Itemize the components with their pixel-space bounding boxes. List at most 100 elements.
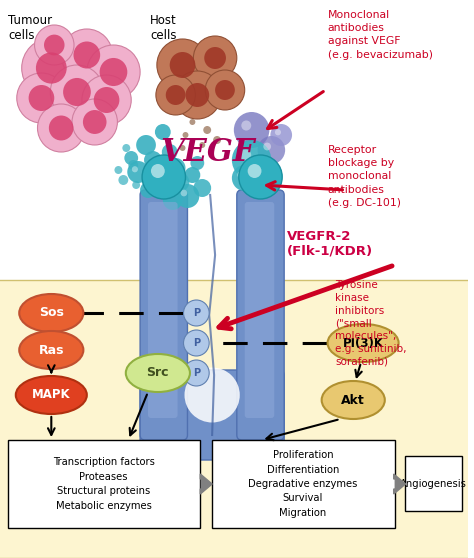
Circle shape <box>170 52 195 78</box>
Circle shape <box>162 144 178 160</box>
Circle shape <box>183 360 209 386</box>
Text: Tumour
cells: Tumour cells <box>8 14 52 42</box>
Polygon shape <box>201 474 212 494</box>
Circle shape <box>240 150 251 161</box>
Circle shape <box>232 165 257 191</box>
Circle shape <box>237 171 245 179</box>
Circle shape <box>181 190 187 196</box>
Circle shape <box>163 190 182 210</box>
Circle shape <box>49 116 73 141</box>
Text: Angiogenesis: Angiogenesis <box>400 479 466 489</box>
Circle shape <box>128 161 149 183</box>
Circle shape <box>204 47 226 69</box>
Circle shape <box>166 85 185 105</box>
Circle shape <box>132 166 138 172</box>
Circle shape <box>155 175 177 197</box>
Circle shape <box>166 158 185 178</box>
Circle shape <box>63 78 91 106</box>
Circle shape <box>257 166 266 175</box>
Circle shape <box>151 165 169 183</box>
Circle shape <box>270 124 292 146</box>
Circle shape <box>61 29 112 81</box>
Circle shape <box>118 175 128 185</box>
Circle shape <box>28 85 54 111</box>
Circle shape <box>176 184 199 208</box>
FancyBboxPatch shape <box>237 190 284 440</box>
Circle shape <box>155 124 171 140</box>
Circle shape <box>183 330 209 356</box>
Bar <box>212 440 395 528</box>
Circle shape <box>156 75 195 115</box>
Circle shape <box>159 180 165 186</box>
Circle shape <box>82 75 131 125</box>
Circle shape <box>136 135 156 155</box>
Circle shape <box>190 119 195 125</box>
Circle shape <box>36 52 67 84</box>
Circle shape <box>184 167 201 183</box>
Ellipse shape <box>322 381 385 419</box>
Circle shape <box>144 151 162 169</box>
Text: P: P <box>193 338 200 348</box>
Circle shape <box>203 126 211 134</box>
Ellipse shape <box>16 376 87 414</box>
Circle shape <box>191 156 204 170</box>
Circle shape <box>22 38 81 98</box>
Circle shape <box>257 136 285 164</box>
Text: P: P <box>193 368 200 378</box>
Circle shape <box>183 300 209 326</box>
Circle shape <box>239 155 282 199</box>
Circle shape <box>124 151 138 165</box>
FancyBboxPatch shape <box>148 202 178 418</box>
Circle shape <box>73 41 100 69</box>
Circle shape <box>193 179 211 197</box>
Bar <box>8 440 201 528</box>
Text: Monoclonal
antibodies
against VEGF
(e.g. bevacizumab): Monoclonal antibodies against VEGF (e.g.… <box>328 10 433 60</box>
Circle shape <box>100 58 128 86</box>
Text: Receptor
blockage by
monoclonal
antibodies
(e.g. DC-101): Receptor blockage by monoclonal antibodi… <box>328 145 401 208</box>
Ellipse shape <box>19 294 83 332</box>
Circle shape <box>251 159 282 191</box>
Bar <box>404 456 462 511</box>
Text: Host
cells: Host cells <box>150 14 177 42</box>
Circle shape <box>157 39 208 91</box>
Circle shape <box>140 182 156 198</box>
Circle shape <box>72 99 118 145</box>
Ellipse shape <box>184 368 240 422</box>
Bar <box>0 280 468 558</box>
Circle shape <box>50 65 104 119</box>
Text: VEGFR-2
(Flk-1/KDR): VEGFR-2 (Flk-1/KDR) <box>287 230 373 258</box>
Circle shape <box>199 142 205 148</box>
Ellipse shape <box>126 354 190 392</box>
Circle shape <box>180 145 185 151</box>
Circle shape <box>234 112 269 148</box>
Circle shape <box>172 173 190 191</box>
Text: Ras: Ras <box>38 344 64 357</box>
Circle shape <box>37 104 85 152</box>
Ellipse shape <box>19 331 83 369</box>
Circle shape <box>185 83 209 107</box>
Circle shape <box>128 160 138 170</box>
Text: PI(3)K: PI(3)K <box>343 336 383 349</box>
Circle shape <box>215 80 235 100</box>
Circle shape <box>94 87 119 113</box>
Circle shape <box>17 73 66 123</box>
Circle shape <box>142 155 185 199</box>
Text: Src: Src <box>146 367 169 379</box>
Text: MAPK: MAPK <box>32 388 71 402</box>
Circle shape <box>275 129 281 136</box>
Circle shape <box>87 45 140 99</box>
Circle shape <box>173 71 221 119</box>
Text: Akt: Akt <box>341 393 365 406</box>
Circle shape <box>83 110 107 134</box>
Circle shape <box>35 25 74 65</box>
Text: Proliferation
Differentiation
Degradative enzymes
Survival
Migration: Proliferation Differentiation Degradativ… <box>248 450 357 518</box>
FancyBboxPatch shape <box>245 202 274 418</box>
Circle shape <box>151 164 165 178</box>
Circle shape <box>193 36 237 80</box>
Circle shape <box>122 144 130 152</box>
Circle shape <box>182 132 189 138</box>
Circle shape <box>213 136 221 144</box>
Ellipse shape <box>328 324 399 362</box>
Circle shape <box>232 140 271 180</box>
Polygon shape <box>394 474 406 494</box>
